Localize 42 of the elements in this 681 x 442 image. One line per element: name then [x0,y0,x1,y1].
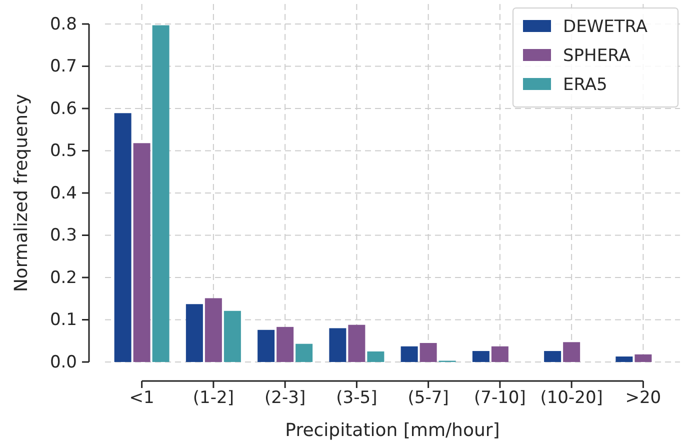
bar [348,324,366,362]
x-tick-label: >20 [625,388,662,408]
bar [258,330,275,362]
x-tick-label: (2-3] [264,388,306,408]
bar [616,356,633,362]
y-tick-label: 0.5 [50,141,77,162]
bar [367,351,384,362]
y-tick-label: 0.7 [50,56,77,77]
bar [544,351,562,362]
y-tick-label: 0.8 [50,14,77,34]
x-tick-label: (7-10] [474,388,526,408]
bar [204,298,222,362]
bar [133,143,150,362]
bar [114,113,132,362]
x-tick-label: (3-5] [336,388,378,408]
x-tick-label: (1-2] [192,388,234,408]
y-axis-title: Normalized frequency [11,94,32,292]
y-tick-label: 0.0 [50,352,77,372]
bar [420,342,437,362]
bar [329,328,346,362]
bar [186,304,203,362]
bar [634,354,652,362]
bar [400,346,418,362]
x-axis-title: Precipitation [mm/hour] [285,420,500,441]
x-tick-label: <1 [129,388,154,408]
y-tick-label: 0.1 [50,310,77,330]
bar [224,310,241,362]
x-tick-label: (5-7] [408,388,449,408]
bar [152,25,170,362]
y-tick-label: 0.4 [50,183,77,204]
bar [563,342,580,362]
legend-label: SPHERA [563,46,631,66]
y-tick-label: 0.6 [50,98,77,119]
legend-label: DEWETRA [563,17,648,37]
x-tick-label: (10-20] [540,388,603,408]
bar [491,346,508,362]
bar [472,351,490,362]
y-tick-label: 0.2 [50,268,77,288]
bar [296,344,313,362]
y-tick-label: 0.3 [50,226,77,246]
bar [276,326,294,362]
legend-label: ERA5 [563,75,608,95]
